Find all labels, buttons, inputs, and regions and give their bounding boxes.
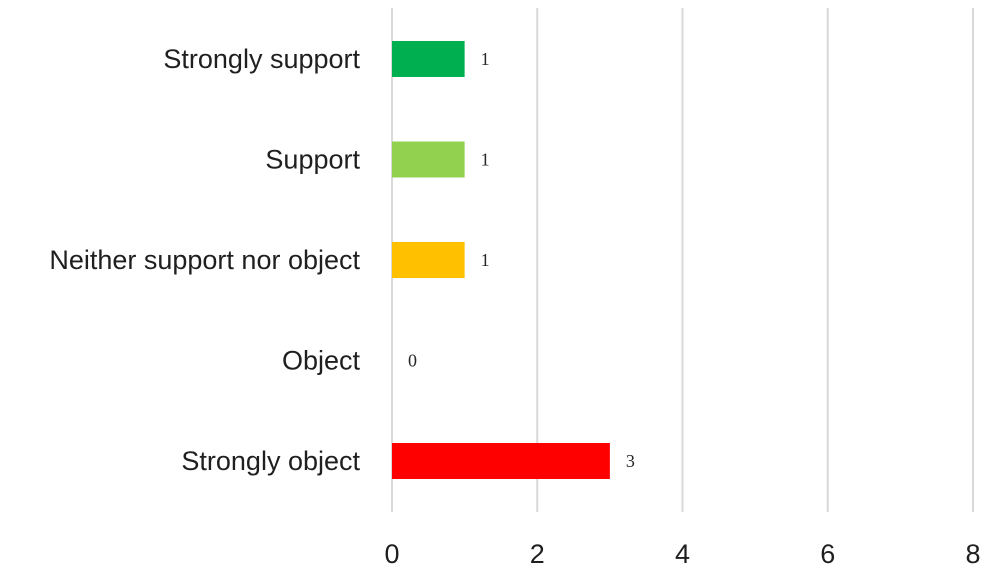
category-labels: Strongly support Support Neither support n… (49, 44, 360, 476)
gridlines (391, 8, 974, 512)
bar-strongly-object (392, 443, 610, 479)
data-label: 1 (481, 150, 490, 170)
bars (392, 41, 610, 479)
bar-support (392, 141, 465, 178)
bar-strongly-support (392, 41, 465, 77)
x-axis-tick-labels: 0 2 4 6 8 (384, 539, 980, 566)
x-tick-label: 2 (530, 539, 545, 566)
data-label: 1 (481, 250, 490, 270)
category-label: Object (282, 346, 361, 376)
x-tick-label: 0 (384, 539, 399, 566)
data-label: 3 (626, 451, 635, 471)
category-label: Strongly object (181, 446, 360, 476)
x-tick-label: 4 (675, 539, 690, 566)
data-label: 0 (408, 351, 417, 371)
x-tick-label: 6 (820, 539, 835, 566)
category-label: Strongly support (163, 44, 360, 74)
data-label: 1 (481, 49, 490, 69)
data-labels: 1 1 1 0 3 (408, 49, 635, 471)
category-label: Support (265, 145, 360, 175)
bar-neither-support-nor-object (392, 242, 465, 278)
category-label: Neither support nor object (49, 245, 360, 275)
x-tick-label: 8 (965, 539, 980, 566)
